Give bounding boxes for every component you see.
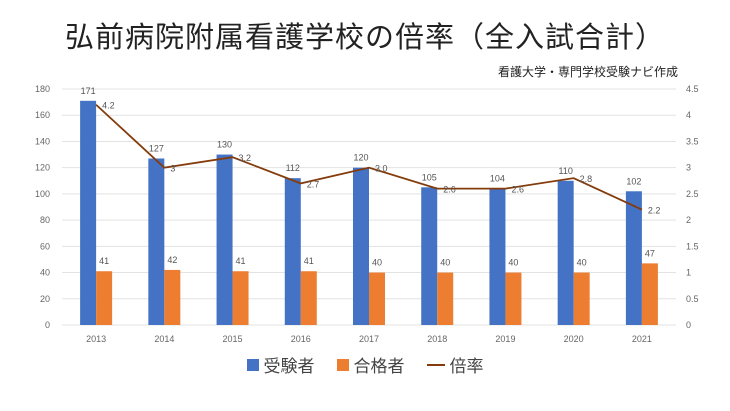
chart-subtitle: 看護大学・専門学校受験ナビ作成 (497, 65, 678, 79)
data-label-ratio: 2.6 (511, 185, 524, 195)
bar-passed (232, 271, 249, 325)
data-label: 40 (577, 258, 587, 268)
bar-applicants (557, 180, 574, 325)
data-label-ratio: 2.6 (443, 185, 456, 195)
data-label: 104 (490, 174, 505, 184)
bar-applicants (148, 158, 165, 325)
x-tick-label: 2021 (632, 334, 652, 344)
line-ratio (95, 104, 643, 211)
y2-tick-label: 4.5 (686, 84, 699, 94)
legend-item-passed: 合格者 (336, 352, 405, 377)
data-label: 40 (508, 258, 518, 268)
bar-passed (573, 272, 590, 325)
x-tick-label: 2013 (86, 334, 106, 344)
data-label-ratio: 3.2 (239, 153, 252, 163)
data-label: 112 (286, 163, 300, 173)
bar-passed (164, 269, 181, 325)
data-label-ratio: 2.7 (307, 179, 320, 189)
y2-tick-label: 3 (686, 163, 691, 173)
legend-label: 合格者 (353, 357, 405, 377)
bar-passed (96, 271, 113, 325)
y2-tick-label: 4 (686, 110, 691, 120)
legend-item-ratio: 倍率 (426, 352, 484, 377)
y2-tick-label: 1.5 (686, 241, 699, 251)
data-label: 130 (217, 140, 232, 150)
x-tick-label: 2016 (291, 334, 311, 344)
y-tick-label: 20 (40, 294, 50, 304)
data-label: 40 (440, 258, 450, 268)
bar-applicants (80, 100, 97, 325)
x-tick-label: 2018 (427, 334, 447, 344)
y2-tick-label: 2.5 (686, 189, 699, 199)
data-label-ratio: 3.0 (375, 164, 388, 174)
x-tick-label: 2019 (495, 334, 515, 344)
bar-applicants (216, 154, 233, 325)
data-label: 110 (558, 166, 572, 176)
bar-passed (437, 272, 454, 325)
bar-applicants (353, 167, 369, 325)
legend: 受験者 合格者 倍率 (0, 352, 730, 377)
data-label: 41 (304, 256, 314, 266)
data-label-ratio: 2.8 (580, 174, 593, 184)
legend-swatch (426, 363, 445, 366)
y2-tick-label: 0.5 (686, 294, 699, 304)
data-label: 41 (99, 256, 109, 266)
bar-passed (300, 271, 317, 325)
data-label: 127 (149, 143, 164, 153)
x-tick-label: 2015 (223, 334, 243, 344)
data-label: 105 (422, 172, 437, 182)
bar-applicants (421, 187, 438, 325)
bar-passed (505, 272, 522, 325)
data-label-ratio: 4.2 (102, 101, 115, 111)
data-label: 171 (81, 86, 96, 96)
x-tick-label: 2014 (154, 334, 174, 344)
y-tick-label: 40 (40, 268, 50, 278)
y2-tick-label: 2 (686, 215, 691, 225)
bar-applicants (625, 191, 642, 325)
y-tick-label: 160 (35, 110, 50, 120)
y2-tick-label: 1 (686, 268, 691, 278)
legend-label: 受験者 (263, 357, 315, 377)
y-tick-label: 100 (35, 189, 50, 199)
y-tick-label: 60 (40, 241, 50, 251)
legend-swatch (336, 358, 349, 371)
chart-title: 弘前病院附属看護学校の倍率（全入試合計） (64, 20, 665, 54)
y2-tick-label: 3.5 (686, 136, 699, 146)
y2-tick-label: 0 (686, 320, 691, 330)
data-label: 40 (372, 258, 382, 268)
bar-applicants (489, 188, 506, 325)
data-label: 120 (353, 153, 368, 163)
data-label: 42 (167, 255, 177, 265)
x-tick-label: 2020 (564, 334, 584, 344)
bar-passed (641, 263, 658, 325)
y-tick-label: 180 (35, 84, 50, 94)
data-label: 47 (645, 248, 655, 258)
y-tick-label: 140 (35, 136, 50, 146)
data-label-ratio: 3 (170, 164, 175, 174)
legend-label: 倍率 (449, 357, 484, 377)
data-label: 102 (626, 176, 641, 186)
x-tick-label: 2017 (359, 334, 379, 344)
bar-passed (369, 272, 385, 325)
legend-swatch (246, 358, 259, 371)
bar-applicants (284, 178, 301, 325)
data-label: 41 (236, 256, 246, 266)
data-label-ratio: 2.2 (648, 206, 661, 216)
y-tick-label: 80 (40, 215, 50, 225)
legend-item-applicants: 受験者 (246, 352, 315, 377)
y-tick-label: 0 (45, 320, 50, 330)
y-tick-label: 120 (35, 163, 50, 173)
